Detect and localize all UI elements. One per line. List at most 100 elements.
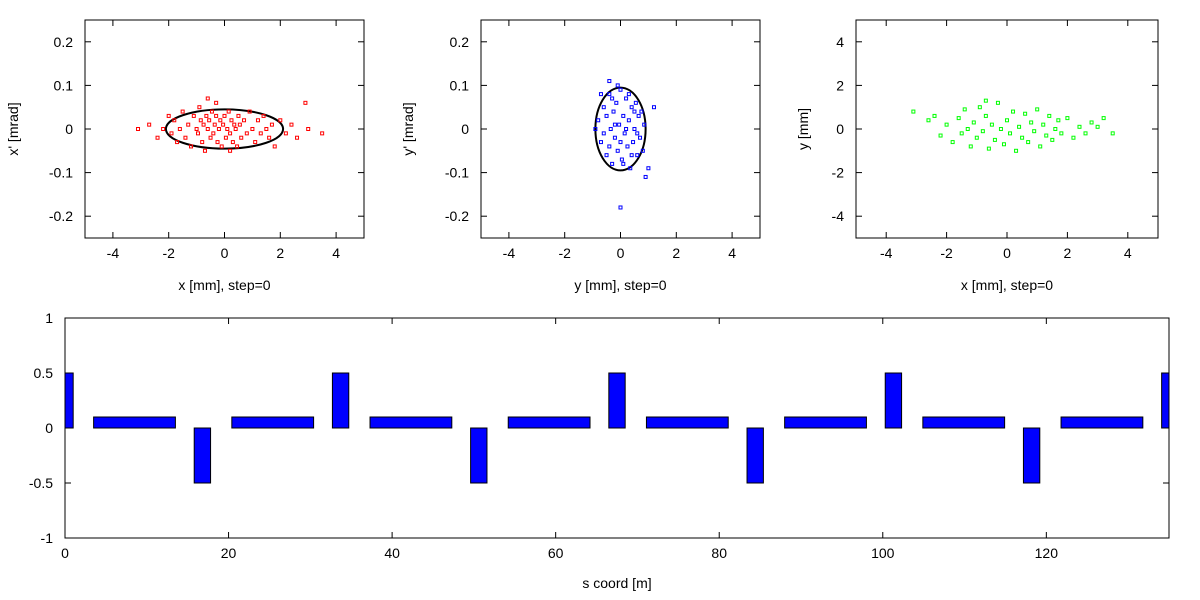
scatter-point — [598, 92, 603, 97]
scatter-point — [608, 127, 613, 131]
x-axis-title: y [mm], step=0 — [574, 277, 666, 293]
phase-space-y-plot: -4 -2 0 2 4 0.2 0.1 0 -0.1 -0.2 y [mm], step=0 y' [… — [400, 19, 761, 293]
scatter-point — [228, 131, 233, 136]
scatter-point — [205, 96, 210, 101]
y-tick-label: -0.1 — [49, 165, 73, 181]
scatter-point — [211, 131, 216, 136]
scatter-point — [175, 140, 180, 145]
x-tick-label: 80 — [711, 545, 727, 561]
scatter-point — [615, 83, 620, 88]
x-tick-label: 2 — [1064, 245, 1072, 261]
y-tick-label: 4 — [836, 34, 844, 50]
y-tick-label: 0 — [65, 121, 73, 137]
scatter-point — [646, 166, 651, 171]
scatter-point — [625, 144, 630, 149]
scatter-point — [612, 122, 617, 127]
scatter-point — [166, 113, 171, 118]
scatter-point — [1101, 116, 1106, 121]
scatter-point — [1020, 135, 1025, 140]
scatter-point — [618, 140, 623, 145]
scatter-point — [1017, 124, 1022, 129]
scatter-point — [1038, 144, 1043, 149]
scatter-point — [956, 116, 961, 121]
x-tick-label: 4 — [332, 245, 340, 261]
y-tick-label: -0.2 — [49, 208, 73, 224]
scatter-point — [289, 122, 294, 127]
scatter-point — [617, 122, 622, 127]
scatter-point — [632, 127, 637, 131]
scatter-point — [629, 153, 634, 158]
scatter-point — [601, 105, 606, 110]
y-tick-label: 0.2 — [450, 34, 470, 50]
scatter-point — [233, 127, 238, 131]
scatter-point — [283, 131, 288, 136]
scatter-point — [607, 79, 612, 84]
plot-frame — [480, 19, 761, 239]
scatter-point — [926, 118, 931, 123]
scatter-point — [1014, 148, 1019, 153]
scatter-point — [197, 105, 202, 110]
scatter-point — [1056, 118, 1061, 123]
scatter-point — [1026, 140, 1031, 145]
y-tick-label: -2 — [832, 165, 845, 181]
scatter-point — [615, 148, 620, 153]
lattice-element-bar — [608, 372, 626, 429]
scatter-point — [1035, 107, 1040, 112]
scatter-point — [253, 140, 258, 145]
scatter-point — [216, 127, 221, 131]
scatter-point — [215, 140, 220, 145]
y-tick-label: 0.5 — [34, 365, 54, 381]
scatter-point — [986, 146, 991, 151]
scatter-point — [639, 109, 644, 114]
emittance-ellipse — [164, 108, 285, 150]
y-tick-label: 2 — [836, 77, 844, 93]
scatter-point — [611, 109, 616, 114]
scatter-point — [1083, 131, 1088, 136]
scatter-point — [632, 109, 637, 114]
scatter-point — [1095, 124, 1100, 129]
scatter-point — [618, 87, 623, 92]
lattice-element-bar — [1060, 416, 1144, 429]
scatter-point — [635, 153, 640, 158]
scatter-point — [628, 166, 633, 171]
scatter-point — [596, 118, 601, 123]
scatter-point — [230, 140, 235, 145]
scatter-point — [992, 137, 997, 142]
scatter-point — [147, 122, 152, 127]
x-tick-label: -2 — [558, 245, 571, 261]
lattice-layout-plot: 0 20 40 60 80 100 120 1 0.5 0 -0.5 -1 s coord [m] — [29, 310, 1170, 591]
scatter-point — [624, 127, 629, 131]
y-axis-title: y' [mrad] — [400, 102, 416, 155]
scatter-point — [1005, 118, 1009, 123]
lattice-element-bar — [64, 372, 74, 429]
x-axis-title: x [mm], step=0 — [961, 277, 1053, 293]
scatter-point — [228, 148, 233, 153]
scatter-point — [643, 174, 648, 179]
emittance-ellipse — [594, 86, 647, 172]
scatter-point — [618, 205, 623, 210]
scatter-point — [619, 157, 624, 162]
scatter-point — [194, 127, 199, 131]
scatter-point — [161, 127, 166, 131]
x-tick-label: 4 — [728, 245, 736, 261]
scatter-point — [959, 131, 964, 136]
scatter-point — [320, 131, 325, 136]
scatter-point — [205, 127, 210, 131]
scatter-point — [1089, 120, 1094, 125]
lattice-element-bar — [645, 416, 729, 429]
scatter-point — [226, 109, 231, 114]
x-tick-label: 40 — [384, 545, 400, 561]
lattice-element-bar — [331, 372, 350, 429]
y-tick-label: -1 — [41, 530, 54, 546]
scatter-point — [1059, 131, 1064, 136]
y-tick-label: 0 — [836, 121, 844, 137]
scatter-point — [638, 135, 643, 140]
scatter-point — [610, 96, 615, 101]
x-tick-label: 20 — [221, 545, 237, 561]
scatter-point — [629, 105, 634, 110]
scatter-point — [202, 148, 207, 153]
scatter-point — [983, 98, 988, 103]
scatter-point — [604, 153, 609, 158]
scatter-point — [1110, 131, 1115, 136]
scatter-point — [264, 127, 269, 131]
